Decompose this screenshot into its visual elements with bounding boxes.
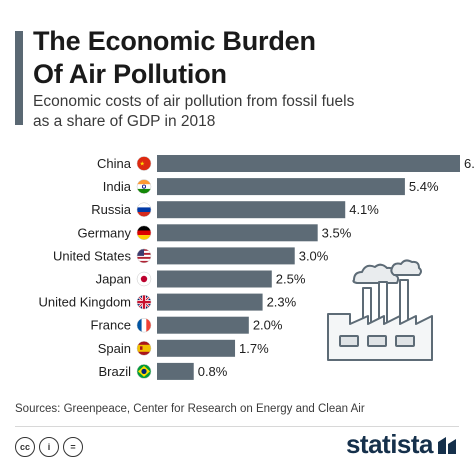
bar (157, 270, 272, 288)
value-label: 2.5% (276, 272, 306, 287)
by-icon[interactable]: i (39, 437, 59, 457)
value-label: 2.0% (253, 318, 283, 333)
source-note: Sources: Greenpeace, Center for Research… (15, 403, 365, 415)
china-flag-icon: ★ (137, 156, 151, 171)
value-label: 4.1% (349, 202, 379, 217)
bar (157, 224, 318, 242)
category-label: China (97, 156, 132, 171)
value-label: 5.4% (409, 179, 439, 194)
brand-name: statista (345, 429, 434, 459)
value-label: 1.7% (239, 341, 269, 356)
category-label: France (91, 318, 131, 333)
page-title: The Economic Burden Of Air Pollution (33, 26, 316, 89)
bar (157, 178, 405, 196)
category-label: United Kingdom (39, 295, 132, 310)
russia-flag-icon (137, 202, 151, 217)
bar-chart: China ★ 6.6% India 5.4% Russia 4.1% Germany 3.5%… (39, 155, 474, 380)
bar (157, 316, 249, 334)
japan-flag-icon (137, 272, 151, 286)
value-label: 0.8% (198, 364, 228, 379)
factory-pollution-icon (327, 259, 433, 361)
svg-text:★: ★ (140, 161, 145, 168)
brazil-flag-icon (137, 364, 151, 379)
equals-icon[interactable]: = (63, 437, 83, 457)
cc-icon[interactable]: cc (15, 437, 35, 457)
category-label: India (103, 179, 132, 194)
united-kingdom-flag-icon (137, 295, 151, 310)
spain-flag-icon (137, 341, 151, 356)
license-icons: cc i = (15, 437, 83, 457)
value-label: 3.5% (322, 225, 352, 240)
category-label: Russia (91, 202, 132, 217)
bar (157, 201, 346, 219)
category-label: Germany (78, 225, 132, 240)
bar (157, 362, 194, 380)
title-accent-bar (15, 31, 23, 125)
bar (157, 155, 460, 172)
category-label: United States (53, 248, 132, 263)
value-label: 6.6% (464, 156, 474, 171)
germany-flag-icon (137, 225, 151, 240)
united-states-flag-icon (137, 248, 151, 263)
statista-logo-icon (438, 436, 456, 454)
footer-divider (15, 426, 459, 427)
bar (157, 339, 236, 357)
india-flag-icon (137, 179, 151, 194)
page-subtitle: Economic costs of air pollution from fos… (33, 93, 355, 130)
france-flag-icon (137, 318, 151, 333)
category-label: Spain (98, 341, 131, 356)
value-label: 3.0% (299, 248, 329, 263)
statista-logo[interactable]: statista (346, 429, 458, 460)
bar (157, 293, 263, 311)
category-label: Japan (96, 272, 131, 287)
category-label: Brazil (98, 364, 131, 379)
bar (157, 247, 295, 265)
value-label: 2.3% (267, 295, 297, 310)
